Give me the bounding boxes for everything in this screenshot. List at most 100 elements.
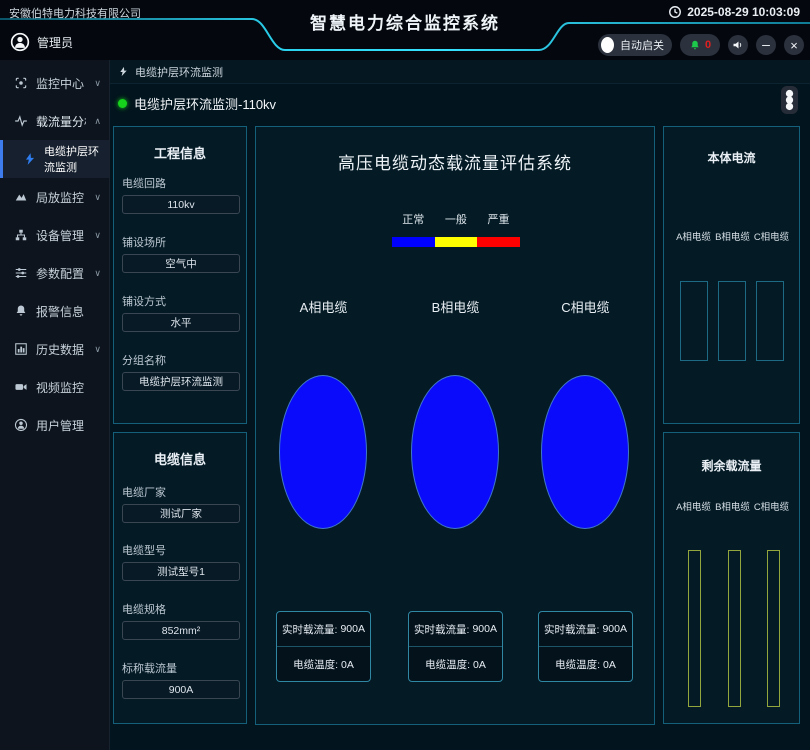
sidebar-item-device-management[interactable]: 设备管理 ∨ xyxy=(0,216,109,254)
tab-sheath-monitor-110kv[interactable]: 电缆护层环流监测-110kv xyxy=(118,94,276,113)
evaluation-panel: 高压电缆动态载流量评估系统 正常 一般 严重 A相电缆 实时载流量: 900A xyxy=(255,126,655,725)
field-cable-circuit: 电缆回路 110kv xyxy=(122,175,240,214)
stat-value: 900A xyxy=(472,623,497,635)
sidebar-item-sheath-current-monitor[interactable]: 电缆护层环流监测 xyxy=(0,140,109,178)
auto-switch-toggle[interactable]: 自动启关 xyxy=(598,34,672,56)
alarm-bell-button[interactable]: 0 xyxy=(680,34,720,56)
field-cable-manufacturer: 电缆厂家 测试厂家 xyxy=(122,484,240,523)
device-tree-icon xyxy=(15,229,27,241)
chevron-down-icon: ∨ xyxy=(94,343,101,354)
status-legend: 正常 一般 严重 xyxy=(392,211,520,247)
chevron-down-icon: ∨ xyxy=(94,77,101,88)
panel-title: 电缆信息 xyxy=(153,452,206,467)
sound-button[interactable] xyxy=(728,35,748,55)
sidebar-item-label: 电缆护层环流监测 xyxy=(44,146,99,174)
field-cable-spec: 电缆规格 852mm² xyxy=(122,601,240,640)
legend-color-bar xyxy=(392,237,520,247)
remaining-bar-b xyxy=(728,550,741,707)
phase-label-c: C相电缆 xyxy=(753,502,790,513)
sidebar-item-monitor-center[interactable]: 监控中心 ∨ xyxy=(0,64,109,102)
phase-label-c: C相电缆 xyxy=(753,232,790,243)
sidebar-item-partial-discharge[interactable]: 局放监控 ∨ xyxy=(0,178,109,216)
wave-icon xyxy=(15,115,27,127)
cable-cross-section-c xyxy=(541,375,629,529)
cable-column-a: A相电缆 实时载流量: 900A 电缆温度: 0A xyxy=(276,127,371,724)
minimize-icon: – xyxy=(762,35,770,52)
user-info: 管理员 xyxy=(10,32,73,52)
sidebar-item-label: 参数配置 xyxy=(36,266,85,281)
sidebar-item-label: 设备管理 xyxy=(36,228,85,243)
breadcrumb-item[interactable]: 电缆护层环流监测 xyxy=(135,66,223,79)
bell-icon xyxy=(691,40,699,49)
field-value-input[interactable]: 测试型号1 xyxy=(122,562,240,581)
lightning-icon xyxy=(120,66,127,77)
phase-label-b: B相电缆 xyxy=(715,232,750,243)
avatar xyxy=(10,32,30,52)
sidebar-item-alarm-info[interactable]: 报警信息 xyxy=(0,292,109,330)
remaining-bar-c xyxy=(767,550,780,707)
field-label: 电缆规格 xyxy=(122,604,166,616)
evaluation-title: 高压电缆动态载流量评估系统 xyxy=(338,154,572,173)
header-controls: 自动启关 0 – × xyxy=(598,34,804,56)
sidebar-item-video-monitor[interactable]: 视频监控 xyxy=(0,368,109,406)
status-dot-green xyxy=(118,99,127,108)
cable-name: A相电缆 xyxy=(299,300,348,315)
field-value-input[interactable]: 水平 xyxy=(122,313,240,332)
stat-value: 0A xyxy=(473,658,486,671)
video-icon xyxy=(15,384,27,390)
company-name: 安徽伯特电力科技有限公司 xyxy=(9,8,141,20)
monitor-center-icon xyxy=(15,77,27,89)
sidebar-item-label: 报警信息 xyxy=(36,304,85,319)
toggle-knob[interactable] xyxy=(601,37,614,53)
sidebar-item-parameter-config[interactable]: 参数配置 ∨ xyxy=(0,254,109,292)
main-content: 电缆护层环流监测 电缆护层环流监测-110kv 工程信息 电缆回路 110kv xyxy=(110,60,810,750)
field-value-input[interactable]: 110kv xyxy=(122,195,240,214)
field-value-input[interactable]: 测试厂家 xyxy=(122,504,240,523)
user-icon xyxy=(14,418,28,432)
field-label: 标称载流量 xyxy=(122,663,177,675)
sidebar-item-label: 监控中心 xyxy=(36,76,85,91)
field-label: 电缆回路 xyxy=(122,178,166,190)
cable-stats-c: 实时载流量: 900A 电缆温度: 0A xyxy=(538,611,633,682)
app-header: 安徽伯特电力科技有限公司 智慧电力综合监控系统 2025-08-29 10:03… xyxy=(0,0,810,60)
page-title: 智慧电力综合监控系统 xyxy=(310,14,500,33)
close-button[interactable]: × xyxy=(784,35,804,55)
field-value-input[interactable]: 852mm² xyxy=(122,621,240,640)
legend-label-normal: 正常 xyxy=(402,214,425,226)
stat-label: 实时载流量: xyxy=(282,623,338,636)
field-value-input[interactable]: 900A xyxy=(122,680,240,699)
panel-title: 剩余载流量 xyxy=(701,459,762,473)
stat-label: 电缆温度: xyxy=(425,659,471,671)
phase-labels: A相电缆 B相电缆 C相电缆 xyxy=(674,499,791,513)
field-value-input[interactable]: 空气中 xyxy=(122,254,240,273)
history-chart-icon xyxy=(15,343,27,355)
stacked-circles-icon xyxy=(785,89,794,111)
stat-label: 电缆温度: xyxy=(555,659,601,671)
datetime-text: 2025-08-29 10:03:09 xyxy=(687,5,800,19)
field-group-name: 分组名称 电缆护层环流监测 xyxy=(122,352,240,391)
cable-stats-a: 实时载流量: 900A 电缆温度: 0A xyxy=(276,611,371,682)
legend-swatch-general xyxy=(434,237,478,247)
stat-value: 900A xyxy=(602,623,627,635)
cable-info-panel: 电缆信息 电缆厂家 测试厂家 电缆型号 测试型号1 电缆规格 852mm² 标称… xyxy=(113,432,247,724)
field-label: 电缆厂家 xyxy=(122,487,166,499)
phase-label-a: A相电缆 xyxy=(676,232,711,243)
discharge-icon xyxy=(15,194,27,201)
remaining-bar-a xyxy=(688,550,701,707)
sidebar-item-user-management[interactable]: 用户管理 xyxy=(0,406,109,444)
panel-title: 工程信息 xyxy=(153,146,206,161)
sidebar-item-label: 历史数据 xyxy=(36,342,85,357)
minimize-button[interactable]: – xyxy=(756,35,776,55)
clock-icon xyxy=(669,6,682,18)
sidebar-item-capacity-analysis[interactable]: 载流量分析 ∧ xyxy=(0,102,109,140)
field-rated-capacity: 标称载流量 900A xyxy=(122,660,240,699)
cable-cross-section-b xyxy=(411,375,499,529)
phase-label-b: B相电缆 xyxy=(715,502,750,513)
field-value-input[interactable]: 电缆护层环流监测 xyxy=(122,372,240,391)
phase-labels: A相电缆 B相电缆 C相电缆 xyxy=(674,229,791,243)
legend-swatch-severe xyxy=(477,237,520,247)
field-label: 电缆型号 xyxy=(122,545,166,557)
sidebar-item-history-data[interactable]: 历史数据 ∨ xyxy=(0,330,109,368)
stacked-menu-button[interactable] xyxy=(781,86,798,114)
stat-label: 电缆温度: xyxy=(293,659,339,671)
